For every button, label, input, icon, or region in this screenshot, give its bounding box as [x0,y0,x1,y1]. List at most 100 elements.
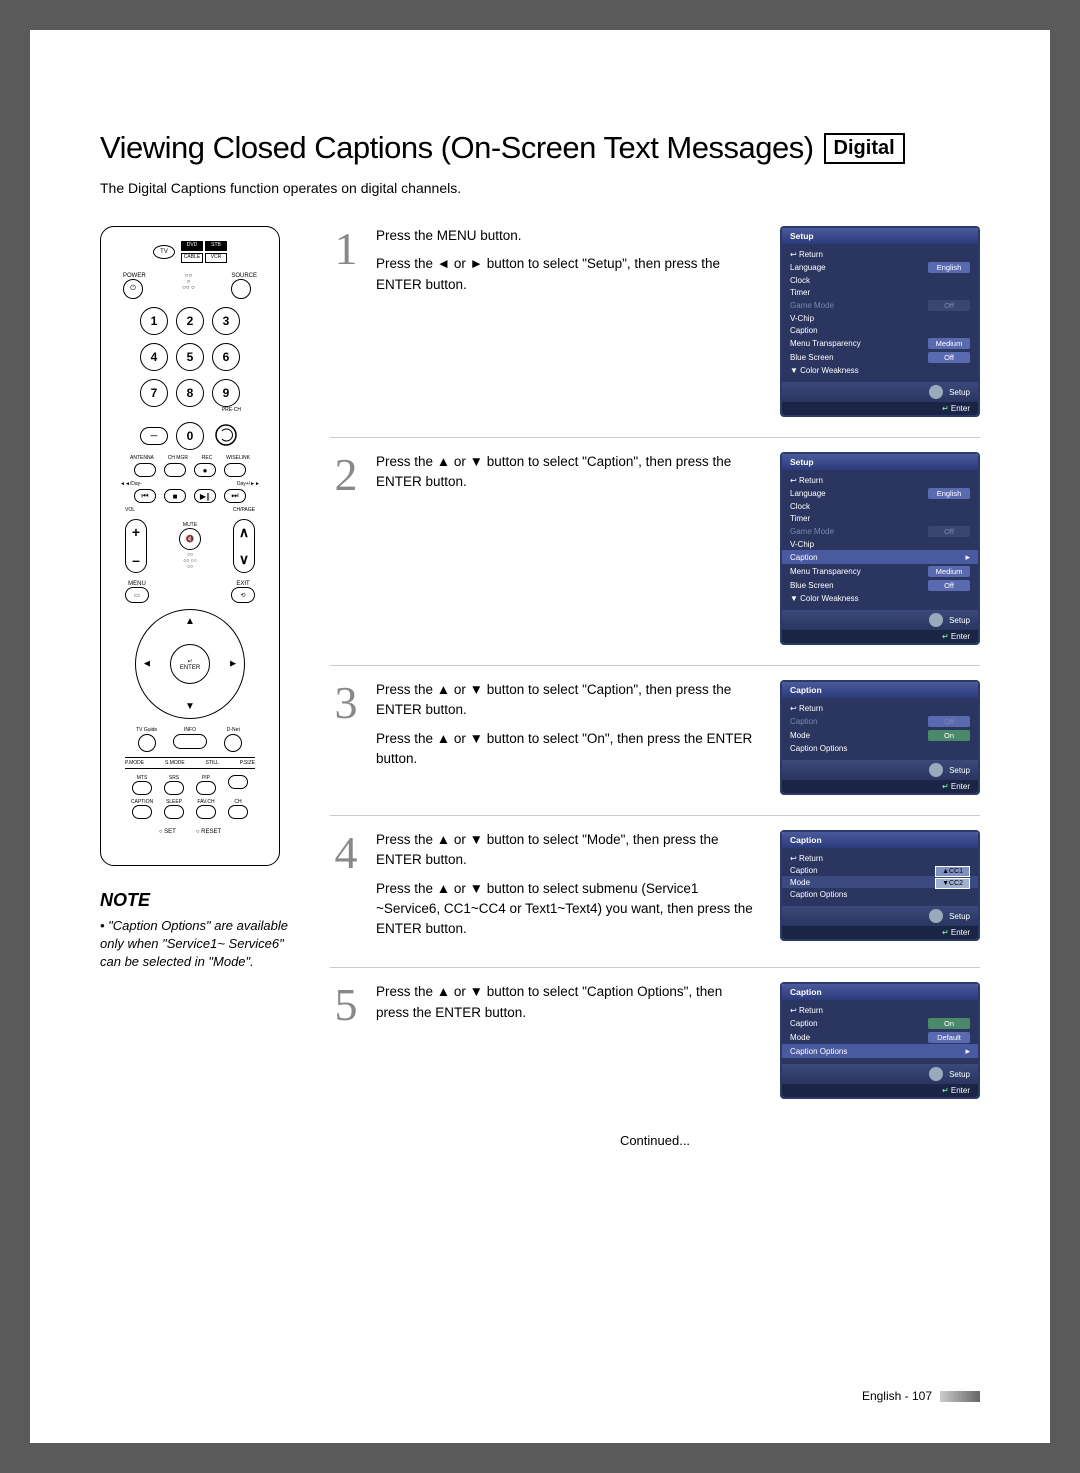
gear-icon [929,1067,943,1081]
rec-btn: ● [194,463,216,477]
note-body: • "Caption Options" are available only w… [100,917,300,972]
source-button [231,279,251,299]
step-number: 5 [330,982,362,1099]
step-text: Press the MENU button. Press the ◄ or ► … [376,226,766,417]
pmode-label: P.MODE [125,760,144,766]
number-pad: 1 2 3 4 5 6 7 8 9 [140,307,240,407]
title-row: Viewing Closed Captions (On-Screen Text … [100,130,980,166]
menu-button: ▭ [125,587,149,603]
step-3: 3 Press the ▲ or ▼ button to select "Cap… [330,665,980,795]
dpad: ▲ ▼ ◄ ► ↵ENTER [135,609,245,719]
gear-icon [929,909,943,923]
still-label: STILL [206,760,219,766]
wiselink-btn [224,463,246,477]
footer-text: English - 107 [862,1389,932,1403]
num-7: 7 [140,379,168,407]
enter-button: ↵ENTER [170,644,210,684]
channel-rocker: ∧∨ [233,519,255,573]
page-footer: English - 107 [862,1389,980,1403]
gear-icon [929,613,943,627]
left-arrow-icon: ◄ [142,659,152,670]
step-text: Press the ▲ or ▼ button to select "Capti… [376,452,766,645]
step-4: 4 Press the ▲ or ▼ button to select "Mod… [330,815,980,947]
step-text: Press the ▲ or ▼ button to select "Capti… [376,680,766,795]
step-number: 1 [330,226,362,417]
cable-label: CABLE [181,253,203,263]
intro-text: The Digital Captions function operates o… [100,180,980,196]
osd-setup-1: Setup ↩ Return LanguageEnglish Clock Tim… [780,226,980,417]
step-5: 5 Press the ▲ or ▼ button to select "Cap… [330,967,980,1099]
num-8: 8 [176,379,204,407]
continued-text: Continued... [330,1133,980,1148]
wiselink-label: WISELINK [226,455,250,461]
rec-label: REC [202,455,213,461]
tvguide-label: TV Guide [136,727,157,733]
dvd-label: DVD [181,241,203,251]
step-number: 4 [330,830,362,947]
exit-button: ⟲ [231,587,255,603]
num-9: 9 [212,379,240,407]
reset-label: RESET [196,829,221,835]
exit-label: EXIT [236,581,249,587]
power-icon: ⏻ [123,279,143,299]
manual-page: Viewing Closed Captions (On-Screen Text … [30,30,1050,1443]
day-plus: Day+/►► [237,481,260,487]
forward-btn: ⏭ [224,489,246,503]
down-arrow-icon: ▼ [185,701,195,712]
osd-caption-4: Caption ↩ Return Caption ▲CC1 Mode ▼CC2 … [780,830,980,947]
tv-button: TV [153,245,175,259]
remote-diagram: TV DVD STB CABLE VCR POWER⏻ ○○○○○ ○ SOUR… [100,226,280,866]
osd-caption-5: Caption ↩ Return CaptionOn ModeDefault C… [780,982,980,1099]
footer-bar [940,1391,980,1402]
stop-btn: ■ [164,489,186,503]
antenna-btn [134,463,156,477]
num-4: 4 [140,343,168,371]
content-columns: TV DVD STB CABLE VCR POWER⏻ ○○○○○ ○ SOUR… [100,226,980,1148]
menu-label: MENU [128,581,146,587]
step-number: 3 [330,680,362,795]
chmgr-label: CH MGR [168,455,188,461]
step-text: Press the ▲ or ▼ button to select "Mode"… [376,830,766,947]
vcr-label: VCR [205,253,227,263]
day-minus: ◄◄/Day- [120,481,142,487]
step-text: Press the ▲ or ▼ button to select "Capti… [376,982,766,1099]
chmgr-btn [164,463,186,477]
num-3: 3 [212,307,240,335]
page-title: Viewing Closed Captions (On-Screen Text … [100,130,814,166]
mute-label: MUTE [179,522,201,528]
num-0: 0 [176,422,204,450]
rewind-btn: ⏮ [134,489,156,503]
vol-label: VOL [125,507,135,513]
step-2: 2 Press the ▲ or ▼ button to select "Cap… [330,437,980,645]
note-heading: NOTE [100,890,300,911]
osd-caption-3: Caption ↩ Return CaptionOff ModeOn Capti… [780,680,980,795]
num-1: 1 [140,307,168,335]
step-1: 1 Press the MENU button. Press the ◄ or … [330,226,980,417]
volume-rocker: +– [125,519,147,573]
num-5: 5 [176,343,204,371]
prech-label: PRE-CH [222,407,241,413]
step-number: 2 [330,452,362,645]
psize-label: P.SIZE [240,760,255,766]
num-6: 6 [212,343,240,371]
set-label: SET [159,829,176,835]
left-column: TV DVD STB CABLE VCR POWER⏻ ○○○○○ ○ SOUR… [100,226,300,1148]
osd-setup-2: Setup ↩ Return LanguageEnglish Clock Tim… [780,452,980,645]
stb-label: STB [205,241,227,251]
right-arrow-icon: ► [228,659,238,670]
info-label: INFO [184,727,196,733]
steps-column: 1 Press the MENU button. Press the ◄ or … [330,226,980,1148]
dnet-label: D-Net [227,727,240,733]
gear-icon [929,763,943,777]
mute-icon: 🔇 [179,528,201,550]
num-2: 2 [176,307,204,335]
playpause-btn: ▶∥ [194,489,216,503]
gear-icon [929,385,943,399]
dash-button: — [140,427,168,445]
chpage-label: CH/PAGE [233,507,255,513]
digital-badge: Digital [824,133,905,164]
smode-label: S.MODE [165,760,185,766]
source-label: SOURCE [231,273,257,279]
power-label: POWER [123,273,146,279]
antenna-label: ANTENNA [130,455,154,461]
